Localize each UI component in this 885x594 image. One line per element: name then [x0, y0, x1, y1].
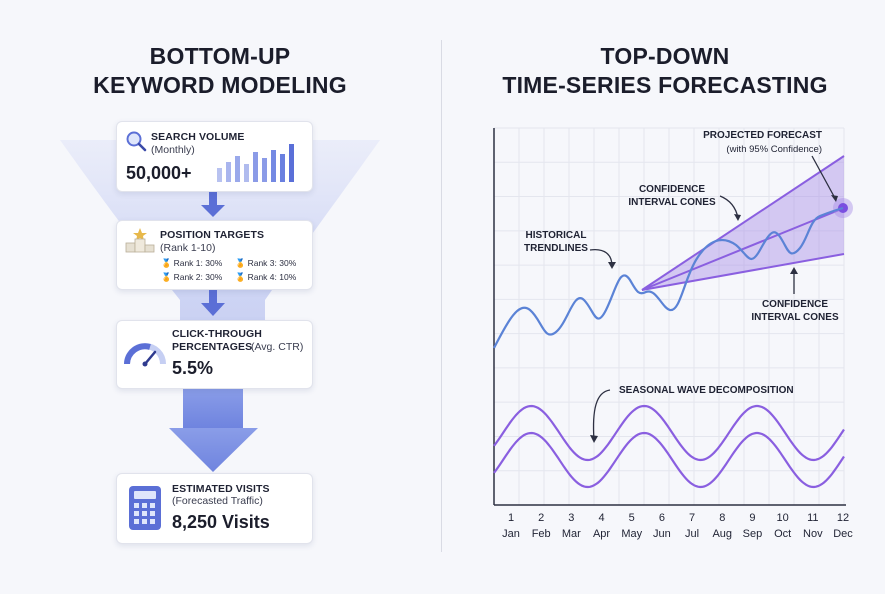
- panel-divider: [441, 40, 442, 552]
- x-tick-month: Jan: [502, 528, 520, 540]
- x-tick-month: Sep: [743, 528, 763, 540]
- bar-chart-icon: [217, 144, 294, 182]
- seasonal-wave-lower: [493, 431, 845, 489]
- x-tick-number: 11: [807, 512, 818, 524]
- x-tick-number: 7: [689, 512, 695, 524]
- ann-hist-1: HISTORICAL: [526, 230, 587, 241]
- conf-top-arrow-head: [734, 214, 741, 221]
- ann-projected-sub: (with 95% Confidence): [726, 144, 822, 155]
- x-tick-number: 1: [508, 512, 514, 524]
- medal-icon: 🏅: [161, 258, 172, 268]
- visits-sub: (Forecasted Traffic): [172, 495, 263, 507]
- x-tick-month: Apr: [593, 528, 610, 540]
- x-tick-month: Nov: [803, 528, 823, 540]
- x-tick-month: Dec: [833, 528, 853, 540]
- x-tick-month: Mar: [562, 528, 581, 540]
- ctr-title-line2: PERCENTAGES: [172, 341, 253, 353]
- ann-projected: PROJECTED FORECAST: [703, 130, 822, 141]
- calculator-icon: [129, 486, 161, 530]
- projected-arrow: [811, 155, 837, 201]
- visits-title: ESTIMATED VISITS: [172, 483, 270, 495]
- cone-upper-edge: [641, 155, 845, 291]
- x-tick-number: 3: [568, 512, 574, 524]
- ann-seasonal: SEASONAL WAVE DECOMPOSITION: [619, 385, 794, 396]
- x-tick-number: 10: [777, 512, 789, 524]
- left-title-line2: KEYWORD MODELING: [93, 72, 347, 98]
- rank-2: 🏅 Rank 2: 30%: [161, 272, 223, 282]
- rank-4: 🏅 Rank 4: 10%: [235, 272, 297, 282]
- left-panel-title: BOTTOM-UP KEYWORD MODELING: [60, 42, 380, 100]
- ann-conf-bot-1: CONFIDENCE: [762, 299, 828, 310]
- x-tick-month: May: [621, 528, 642, 540]
- historical-trendline: [493, 206, 844, 349]
- right-title-line1: TOP-DOWN: [600, 43, 730, 69]
- ctr-value: 5.5%: [172, 358, 214, 378]
- estimated-visits-card: ESTIMATED VISITS (Forecasted Traffic) 8,…: [116, 473, 313, 544]
- seasonal-arrow: [592, 389, 611, 441]
- chart-grid: [494, 127, 845, 505]
- x-tick-number: 6: [659, 512, 665, 524]
- arrow-down-big: [169, 388, 258, 472]
- conf-bot-arrow-head: [790, 267, 798, 274]
- seasonal-arrow-head: [590, 435, 598, 443]
- x-tick-month: Oct: [774, 528, 791, 540]
- x-tick-number: 9: [749, 512, 755, 524]
- right-title-line2: TIME-SERIES FORECASTING: [502, 72, 828, 98]
- hist-arrow: [589, 248, 613, 267]
- x-tick-number: 8: [719, 512, 725, 524]
- forecast-chart: PROJECTED FORECAST (with 95% Confidence)…: [493, 127, 853, 540]
- position-targets-card: POSITION TARGETS (Rank 1-10) 🏅 Rank 1: 30…: [116, 220, 313, 290]
- ann-conf-top-1: CONFIDENCE: [639, 184, 705, 195]
- medal-icon: 🏅: [235, 258, 246, 268]
- x-tick-number: 4: [598, 512, 604, 524]
- search-volume-sub: (Monthly): [151, 144, 195, 156]
- ann-conf-top-2: INTERVAL CONES: [628, 197, 716, 208]
- visits-value: 8,250 Visits: [172, 512, 270, 532]
- hist-arrow-head: [608, 262, 616, 269]
- search-volume-value: 50,000+: [126, 163, 192, 183]
- search-icon: [126, 131, 147, 152]
- left-title-line1: BOTTOM-UP: [149, 43, 291, 69]
- ctr-title-line1: CLICK-THROUGH: [172, 328, 262, 340]
- search-volume-card: SEARCH VOLUME (Monthly) 50,000+: [116, 121, 313, 192]
- ctr-card: CLICK-THROUGH PERCENTAGES (Avg. CTR) 5.5…: [116, 320, 313, 389]
- ctr-sub: (Avg. CTR): [251, 341, 304, 353]
- x-tick-number: 2: [538, 512, 544, 524]
- position-targets-sub: (Rank 1-10): [160, 242, 216, 254]
- ann-hist-2: TRENDLINES: [524, 243, 588, 254]
- medal-icon: 🏅: [161, 272, 172, 282]
- rank-1: 🏅 Rank 1: 30%: [161, 258, 223, 268]
- seasonal-wave-upper: [493, 404, 845, 462]
- x-tick-month: Jul: [685, 528, 699, 540]
- medal-icon: 🏅: [235, 272, 246, 282]
- arrow-down-2: [201, 290, 225, 316]
- position-targets-title: POSITION TARGETS: [160, 229, 265, 241]
- search-volume-title: SEARCH VOLUME: [151, 131, 245, 143]
- ann-conf-bot-2: INTERVAL CONES: [751, 312, 839, 323]
- x-tick-month: Aug: [712, 528, 732, 540]
- cone-lower-edge: [641, 253, 845, 291]
- projected-arrow-head: [831, 195, 838, 202]
- x-tick-number: 5: [629, 512, 635, 524]
- x-tick-labels: 1 Jan 2 Feb 3 Mar 4 Apr 5 May 6 Jun 7 Jul 8 Aug 9 Sep 10 Oc…: [502, 512, 853, 540]
- podium-icon: [125, 228, 155, 253]
- x-tick-month: Jun: [653, 528, 671, 540]
- right-panel-title: TOP-DOWN TIME-SERIES FORECASTING: [485, 42, 845, 100]
- gauge-icon: [124, 343, 166, 367]
- rank-3: 🏅 Rank 3: 30%: [235, 258, 297, 268]
- x-tick-number: 12: [837, 512, 849, 524]
- x-tick-month: Feb: [532, 528, 551, 540]
- arrow-down-1: [201, 192, 225, 217]
- cone-center-line: [641, 207, 845, 291]
